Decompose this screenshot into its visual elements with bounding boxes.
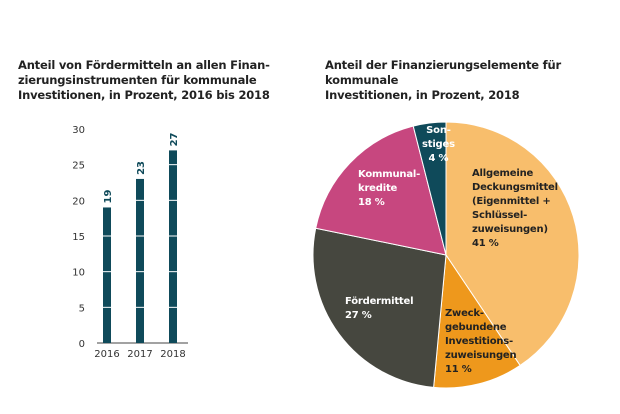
bar-data-label: 23	[136, 161, 147, 175]
bar-2016	[103, 207, 111, 343]
x-tick-label: 2018	[160, 349, 185, 360]
pie-chart-title: Anteil der Finanzierungselemente für kom…	[325, 58, 561, 102]
y-tick-label: 15	[72, 232, 85, 243]
y-tick-label: 25	[72, 161, 85, 172]
pie-slice-3	[315, 125, 447, 256]
y-tick-label: 5	[79, 303, 85, 314]
y-tick-label: 20	[72, 196, 85, 207]
bar-2018	[169, 150, 177, 343]
y-tick-label: 30	[72, 125, 85, 136]
y-tick-label: 0	[79, 339, 85, 350]
bar-data-label: 19	[103, 190, 114, 204]
pie-label-zweckgebundene-investitionszuweisungen: Zweck- gebundene Investitions- zuweisung…	[445, 308, 517, 375]
y-tick-label: 10	[72, 268, 85, 279]
pie-label-foerdermittel: Fördermittel 27 %	[345, 296, 414, 321]
pie-slice-2	[312, 227, 447, 388]
pie-slice-1	[433, 253, 521, 389]
pie-label-allgemeine-deckungsmittel: Allgemeine Deckungsmittel (Eigenmittel +…	[472, 168, 558, 249]
bar-2017	[136, 178, 144, 343]
pie-slice-0	[445, 121, 580, 367]
pie-slice-4	[412, 121, 447, 256]
pie-label-sonstiges: Son- stiges 4 %	[422, 125, 455, 164]
bar-chart-title: Anteil von Fördermitteln an allen Finan-…	[18, 58, 270, 102]
pie-label-kommunalkredite: Kommunal- kredite 18 %	[358, 169, 421, 208]
x-tick-label: 2016	[94, 349, 119, 360]
bar-data-label: 27	[169, 132, 180, 146]
x-tick-label: 2017	[127, 349, 152, 360]
